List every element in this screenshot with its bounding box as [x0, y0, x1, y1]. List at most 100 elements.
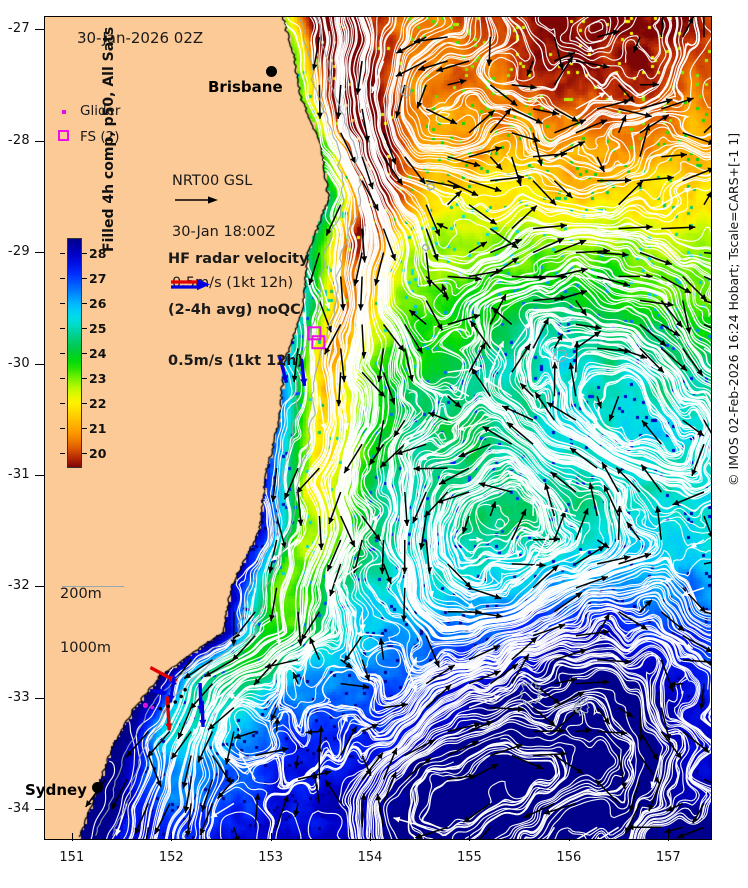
y-axis-tick-mark-0 [35, 29, 44, 31]
velocity-arrow [468, 644, 501, 661]
map-plot-area[interactable] [44, 16, 712, 840]
velocity-arrow [554, 119, 587, 134]
model-scale-arrow-icon [175, 196, 218, 204]
colorbar-tick-label-0: 28 [89, 246, 107, 261]
velocity-arrow [511, 563, 537, 589]
velocity-arrow [489, 227, 519, 249]
velocity-arrow [532, 533, 550, 565]
x-axis-tick-mark-0 [71, 833, 73, 841]
velocity-arrow [425, 108, 458, 125]
velocity-arrow [340, 659, 353, 669]
velocity-arrow [544, 482, 556, 517]
velocity-arrow [660, 275, 692, 294]
velocity-arrow [425, 204, 441, 237]
velocity-arrow [308, 252, 321, 286]
velocity-arrow [233, 730, 256, 740]
colorbar-tick-mark-right-3 [82, 328, 87, 329]
velocity-arrow [660, 659, 674, 692]
velocity-overlay [85, 17, 711, 839]
velocity-arrow [532, 237, 565, 254]
streamline [481, 17, 679, 120]
colorbar-tick-mark-left-0 [60, 253, 65, 254]
velocity-arrow [425, 635, 440, 668]
velocity-arrow [639, 114, 670, 134]
y-axis-tick-label-5: -32 [7, 578, 30, 594]
velocity-arrow [640, 464, 662, 493]
streamline [346, 638, 711, 839]
velocity-arrow [596, 156, 605, 173]
streamline [369, 17, 711, 249]
streamline [385, 381, 711, 639]
velocity-arrow [575, 575, 609, 589]
streamline [363, 362, 711, 663]
streamline [520, 17, 667, 80]
streamline [490, 281, 711, 512]
streamline [208, 786, 272, 839]
velocity-arrow [554, 140, 586, 158]
y-axis-tick-label-6: -33 [7, 689, 30, 705]
velocity-arrow [395, 60, 427, 77]
velocity-arrow [458, 443, 491, 458]
velocity-arrow [309, 637, 321, 660]
streamline [442, 476, 554, 580]
velocity-arrow [462, 515, 470, 534]
y-axis-tick-label-4: -31 [7, 466, 30, 482]
velocity-arrow [462, 802, 491, 823]
velocity-arrow [264, 658, 299, 669]
velocity-arrow [340, 132, 357, 164]
velocity-arrow [269, 587, 278, 622]
velocity-arrow [376, 348, 385, 383]
velocity-arrow [379, 443, 406, 469]
sydney-city-label: Sydney [25, 781, 87, 799]
velocity-arrow [318, 515, 325, 550]
velocity-arrow [523, 802, 555, 819]
velocity-arrow [382, 156, 404, 186]
velocity-arrow [316, 84, 323, 119]
velocity-arrow [268, 539, 278, 574]
hf-radar-vector [167, 676, 176, 703]
velocity-arrow [575, 330, 602, 350]
velocity-arrow [639, 731, 659, 761]
velocity-arrow [468, 146, 502, 158]
colorbar-tick-mark-left-4 [60, 353, 65, 354]
velocity-arrow [383, 702, 409, 709]
velocity-arrow [628, 779, 641, 813]
velocity-arrow [591, 422, 620, 445]
velocity-arrow [594, 779, 620, 804]
eddy-core-outline [421, 243, 430, 252]
streamline [365, 17, 711, 262]
depth-contour-rule [62, 586, 124, 587]
velocity-arrow [660, 347, 688, 372]
streamline [370, 693, 637, 839]
velocity-arrow [532, 180, 557, 206]
y-axis-tick-label-0: -27 [7, 21, 30, 37]
velocity-arrow [639, 275, 674, 286]
streamline [307, 810, 343, 839]
velocity-arrow [294, 755, 300, 769]
x-axis-tick-mark-3 [370, 833, 372, 841]
velocity-arrow [291, 348, 299, 383]
velocity-arrow [146, 731, 171, 758]
y-axis-tick-mark-7 [35, 809, 44, 811]
velocity-arrow [546, 826, 556, 839]
velocity-arrow [575, 629, 610, 637]
velocity-arrow [588, 482, 598, 517]
depth-contour-key: 200m 1000m [60, 549, 111, 693]
velocity-arrow [511, 562, 546, 569]
colorbar-tick-mark-right-4 [82, 353, 87, 354]
velocity-arrow [210, 802, 235, 819]
velocity-arrow [554, 754, 584, 775]
velocity-arrow [575, 507, 589, 541]
streamline [153, 270, 321, 839]
x-axis-tick-label-6: 157 [655, 850, 681, 865]
streamline [383, 728, 617, 839]
velocity-arrow [703, 347, 711, 354]
velocity-arrow [575, 91, 606, 110]
velocity-arrow [154, 803, 171, 835]
velocity-arrow [691, 443, 705, 477]
velocity-arrow [489, 663, 519, 685]
velocity-arrow [639, 755, 660, 784]
velocity-arrow [197, 731, 214, 763]
streamline [387, 17, 711, 195]
streamline [172, 168, 342, 839]
